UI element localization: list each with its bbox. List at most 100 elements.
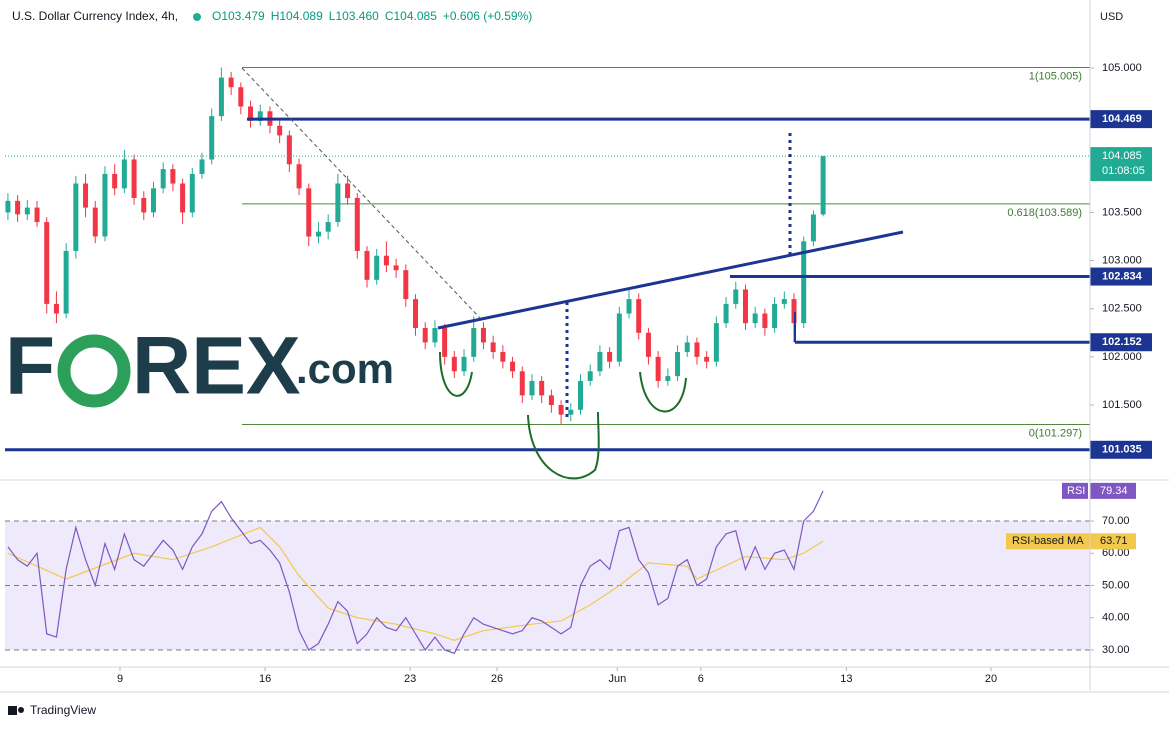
candle-body	[403, 270, 409, 300]
candle-body	[568, 409, 574, 415]
logo-dot	[18, 707, 24, 713]
price-label-box	[1090, 147, 1152, 182]
rsi-name-box	[1062, 482, 1088, 499]
ohlc: O103.479 H104.089 L103.460 C104.085 +0.606 (…	[212, 9, 532, 23]
candle-body	[781, 299, 787, 304]
candle-body	[704, 356, 710, 362]
watermark-rex: REX	[132, 321, 301, 412]
candle-body	[53, 303, 59, 314]
candle-body	[199, 159, 205, 174]
x-tick-label: 13	[840, 673, 852, 685]
fib-label: 1(105.005)	[1029, 70, 1082, 82]
x-tick-label: Jun	[608, 673, 626, 685]
price-label: 104.085	[1102, 150, 1142, 162]
candle-body	[209, 116, 215, 160]
ma-name-box	[1006, 533, 1090, 550]
y-tick-label: 103.500	[1102, 206, 1142, 218]
level-label: 101.035	[1102, 444, 1142, 456]
candle-body	[335, 183, 341, 223]
footer-text: TradingView	[30, 703, 96, 717]
candle-body	[587, 371, 593, 381]
candle-body	[422, 327, 428, 343]
symbol: U.S. Dollar Currency Index, 4h,	[12, 9, 178, 23]
candle-body	[752, 313, 758, 324]
candle-body	[510, 361, 516, 372]
ohlc-value: L103.460	[329, 9, 379, 23]
candle-body	[131, 159, 137, 198]
candle-body	[15, 200, 21, 215]
candle-body	[577, 380, 583, 410]
candle-body	[665, 376, 671, 381]
candle-body	[655, 356, 661, 381]
candle-body	[791, 299, 797, 324]
y-tick-label: 60.00	[1102, 547, 1130, 559]
x-tick-label: 20	[985, 673, 997, 685]
head	[527, 411, 600, 480]
fib-trend-line	[241, 67, 481, 319]
candle-body	[170, 169, 176, 184]
level-label: 104.469	[1102, 113, 1142, 125]
level-label-box	[1090, 267, 1152, 286]
candle-body	[73, 183, 79, 251]
candle-body	[675, 352, 681, 377]
candle-body	[121, 159, 127, 189]
candle-body	[636, 299, 642, 333]
candle-body	[432, 327, 438, 343]
candle-body	[742, 289, 748, 324]
candle-body	[413, 299, 419, 328]
y-tick-label: 102.000	[1102, 351, 1142, 363]
candle-body	[112, 173, 118, 189]
candle-body	[451, 356, 457, 372]
level-label-box	[1090, 333, 1152, 352]
candle-body	[442, 327, 448, 357]
ohlc-value: C104.085	[385, 9, 437, 23]
candle-body	[160, 169, 166, 189]
candle-body	[306, 188, 312, 237]
candle-body	[694, 342, 700, 357]
candle-body	[141, 197, 147, 213]
candle-body	[490, 342, 496, 353]
candle-body	[325, 222, 331, 232]
left-shoulder	[439, 351, 473, 397]
countdown: 01:08:05	[1102, 165, 1145, 177]
candle-body	[539, 380, 545, 396]
candle-body	[257, 111, 263, 121]
candle-body	[24, 207, 30, 215]
candle-body	[607, 352, 613, 362]
currency: USD	[1100, 11, 1123, 23]
level-label-box	[1090, 440, 1152, 459]
candle-body	[180, 183, 186, 213]
logo-mark	[8, 706, 17, 715]
candle-body	[801, 241, 807, 324]
candle-body	[480, 327, 486, 343]
x-tick-label: 26	[491, 673, 503, 685]
annotations	[241, 67, 904, 480]
candle-body	[645, 332, 651, 357]
candle-body	[63, 250, 69, 314]
rsi-value-box	[1090, 482, 1136, 499]
candle-body	[529, 380, 535, 396]
x-tick-label: 9	[117, 673, 123, 685]
y-tick-label: 103.000	[1102, 254, 1142, 266]
candle-body	[723, 303, 729, 324]
candle-body	[286, 135, 292, 165]
candle-body	[315, 231, 321, 237]
neckline	[437, 230, 904, 330]
y-tick-label: 101.500	[1102, 399, 1142, 411]
candle-body	[684, 342, 690, 353]
ohlc-value: H104.089	[271, 9, 323, 23]
rsi-value: 79.34	[1100, 485, 1128, 497]
candle-body	[354, 197, 360, 251]
candle-body	[189, 173, 195, 213]
candle-body	[383, 255, 389, 266]
footer-logo: TradingView	[8, 703, 96, 717]
rsi-name: RSI	[1067, 485, 1085, 497]
candle-body	[713, 323, 719, 362]
fib-label: 0.618(103.589)	[1007, 207, 1082, 219]
rsi-line	[7, 490, 824, 654]
change: +0.606 (+0.59%)	[443, 9, 532, 23]
candle-body	[83, 183, 89, 208]
candle-body	[5, 200, 11, 213]
